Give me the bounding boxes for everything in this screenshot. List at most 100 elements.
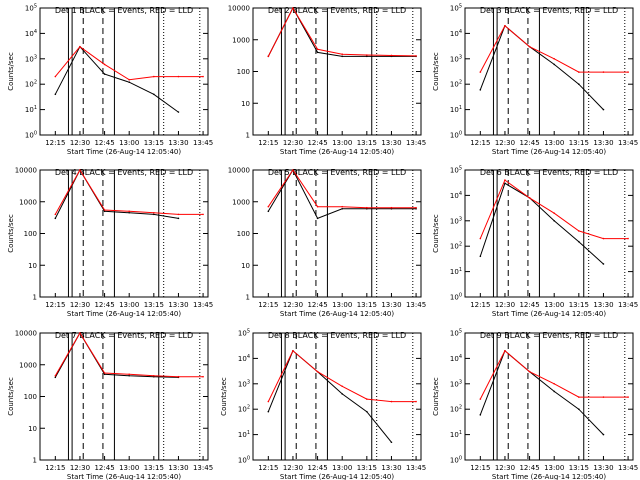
lld-point: [316, 48, 319, 51]
y-tick-label: 101: [450, 105, 462, 114]
series-events-line: [267, 168, 417, 220]
chart-panel-6: 12:15 12:30 12:45 13:00 13:15 13:30 13:45 Start…: [432, 166, 638, 319]
lld-point: [202, 75, 204, 78]
series-events-line: [267, 6, 417, 57]
lld-point: [341, 385, 343, 388]
x-tick-label: 12:30: [283, 301, 303, 309]
lld-point: [479, 398, 482, 400]
series-events-line: [267, 349, 392, 443]
lld-point: [103, 209, 106, 211]
y-tick-label: 102: [238, 405, 250, 414]
y-tick-label: 102: [25, 80, 37, 89]
x-tick-label: 12:15: [258, 464, 278, 472]
y-tick-label: 104: [25, 29, 37, 38]
lld-point: [627, 71, 629, 73]
events-point: [128, 211, 130, 214]
series-lld-line: [267, 6, 417, 57]
y-tick-label: 102: [450, 80, 462, 89]
y-tick-label: 103: [25, 54, 37, 63]
lld-point: [578, 71, 580, 73]
y-tick-label: 100: [237, 68, 250, 76]
x-tick-label: 12:45: [519, 301, 539, 309]
lld-point: [479, 71, 482, 73]
y-tick-label: 100: [238, 456, 250, 465]
events-point: [415, 207, 417, 210]
y-tick-label: 104: [238, 354, 250, 363]
x-tick-label: 13:15: [569, 464, 589, 472]
y-tick-label: 100: [24, 230, 37, 238]
events-point: [267, 210, 270, 213]
x-tick-label: 13:45: [618, 139, 638, 147]
chart-title: Det 7 BLACK = Events, RED = LLD: [55, 331, 193, 340]
events-point: [316, 217, 319, 220]
chart-panel-7: 12:15 12:30 12:45 13:00 13:15 13:30 13:45 Start…: [7, 330, 213, 480]
y-tick-label: 1000: [19, 361, 37, 369]
events-point: [177, 217, 180, 220]
y-tick-label: 105: [450, 329, 462, 338]
chart-title: Det 9 BLACK = Events, RED = LLD: [480, 331, 618, 340]
events-point: [177, 111, 180, 113]
x-tick-label: 12:45: [94, 301, 114, 309]
x-tick-label: 13:30: [168, 301, 188, 309]
x-tick-label: 13:15: [144, 301, 164, 309]
y-tick-label: 100: [24, 393, 37, 401]
y-tick-label: 105: [25, 4, 37, 13]
x-tick-label: 13:15: [357, 301, 377, 309]
lld-point: [528, 45, 531, 48]
y-tick-label: 10: [241, 100, 250, 108]
lld-point: [366, 54, 368, 56]
chart-panel-2: 12:15 12:30 12:45 13:00 13:15 13:30 13:45 Start…: [228, 5, 426, 157]
lld-point: [415, 206, 417, 209]
lld-point: [504, 24, 506, 27]
lld-point: [390, 54, 393, 57]
events-point: [341, 207, 343, 210]
x-axis-title: Start Time (26-Aug-14 12:05:40): [492, 473, 606, 480]
lld-point: [54, 213, 57, 216]
plot-frame: [39, 7, 209, 136]
lld-point: [390, 400, 393, 403]
lld-point: [128, 78, 130, 81]
x-tick-label: 13:30: [593, 301, 613, 309]
lld-point: [79, 332, 81, 334]
y-tick-label: 100: [450, 131, 462, 140]
x-tick-label: 13:30: [593, 464, 613, 472]
x-tick-label: 12:45: [94, 464, 114, 472]
events-point: [103, 210, 106, 213]
lld-point: [578, 230, 580, 232]
lld-point: [316, 205, 319, 208]
lld-point: [578, 396, 580, 398]
lld-point: [54, 374, 57, 377]
chart-title: Det 8 BLACK = Events, RED = LLD: [268, 331, 406, 340]
series-lld-line: [479, 179, 629, 240]
chart-title: Det 1 BLACK = Events, RED = LLD: [55, 6, 193, 15]
y-tick-label: 1000: [232, 36, 250, 44]
events-point: [316, 51, 319, 54]
events-point: [153, 213, 155, 216]
lld-point: [553, 383, 555, 385]
x-axis-title: Start Time (26-Aug-14 12:05:40): [67, 148, 181, 156]
chart-panel-4: 12:15 12:30 12:45 13:00 13:15 13:30 13:45 Start…: [7, 167, 213, 319]
plot-frame: [464, 7, 634, 136]
x-tick-label: 12:30: [495, 301, 515, 309]
y-tick-label: 1: [246, 294, 250, 302]
y-tick-label: 103: [450, 379, 462, 388]
x-tick-label: 12:15: [258, 301, 278, 309]
events-point: [54, 376, 57, 379]
y-tick-label: 1000: [19, 198, 37, 206]
lld-point: [177, 75, 180, 78]
events-point: [578, 240, 580, 243]
lld-point: [103, 372, 106, 374]
x-tick-label: 13:15: [569, 301, 589, 309]
y-axis-title: Counts/sec: [432, 52, 440, 91]
lld-point: [341, 53, 343, 56]
x-axis-title: Start Time (26-Aug-14 12:05:40): [280, 148, 394, 156]
x-tick-label: 13:15: [144, 464, 164, 472]
events-point: [602, 433, 605, 436]
chart-title: Det 4 BLACK = Events, RED = LLD: [55, 168, 193, 177]
lld-point: [553, 58, 555, 60]
plot-frame: [252, 332, 422, 461]
lld-point: [153, 374, 155, 377]
y-tick-label: 104: [450, 29, 462, 38]
x-tick-label: 13:00: [544, 139, 564, 147]
